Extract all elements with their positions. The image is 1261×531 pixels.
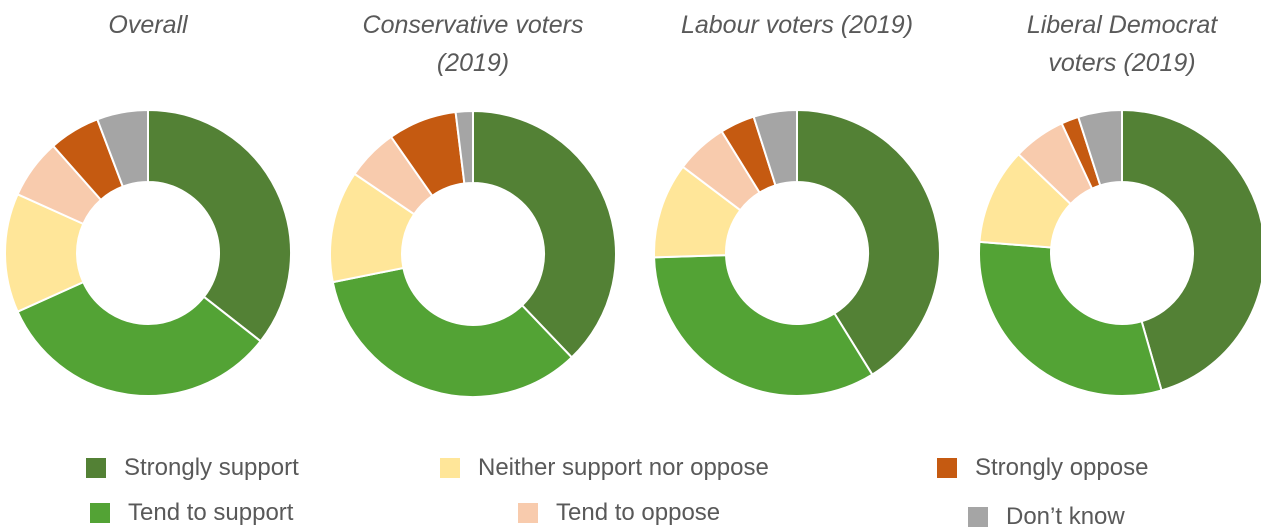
donut-chart bbox=[4, 108, 292, 397]
slice-tend-to-support bbox=[331, 266, 574, 398]
slice-strongly-support bbox=[796, 108, 941, 376]
slice-dont-know bbox=[752, 108, 798, 187]
legend-label: Tend to support bbox=[128, 499, 294, 526]
legend-swatch bbox=[440, 458, 460, 478]
legend-swatch bbox=[518, 503, 538, 523]
donut-chart bbox=[329, 109, 617, 398]
legend-swatch bbox=[86, 458, 106, 478]
chart-title-libdem: Liberal Democrat voters (2019) bbox=[1026, 11, 1218, 77]
legend-swatch bbox=[90, 503, 110, 523]
donut-chart bbox=[653, 108, 941, 397]
chart-title-overall: Overall bbox=[108, 11, 188, 39]
legend-swatch bbox=[937, 458, 957, 478]
slice-dont-know bbox=[454, 109, 474, 185]
slice-strongly-support bbox=[147, 108, 292, 343]
legend-item-strongly-oppose: Strongly oppose bbox=[937, 454, 1148, 482]
slice-tend-to-support bbox=[16, 280, 262, 397]
slice-strongly-support bbox=[1121, 108, 1261, 392]
slice-dont-know bbox=[1076, 108, 1123, 187]
chart-title-labour: Labour voters (2019) bbox=[680, 11, 914, 39]
legend-label: Don’t know bbox=[1006, 503, 1125, 530]
legend-label: Neither support nor oppose bbox=[478, 454, 769, 481]
legend-item-tend-to-support: Tend to support bbox=[90, 499, 293, 527]
slice-dont-know bbox=[96, 108, 149, 188]
legend-swatch bbox=[968, 507, 988, 527]
legend-label: Strongly oppose bbox=[975, 454, 1149, 481]
legend-label: Strongly support bbox=[124, 454, 299, 481]
legend-label: Tend to oppose bbox=[556, 499, 721, 526]
slice-tend-to-support bbox=[978, 240, 1163, 397]
donut-chart bbox=[978, 108, 1261, 397]
slice-strongly-support bbox=[472, 109, 617, 359]
legend-item-tend-to-oppose: Tend to oppose bbox=[518, 499, 720, 527]
legend-item-neither: Neither support nor oppose bbox=[440, 454, 769, 482]
chart-title-conservative: Conservative voters (2019) bbox=[362, 11, 584, 77]
legend-item-dont-know: Don’t know bbox=[968, 503, 1125, 531]
slice-tend-to-support bbox=[653, 254, 874, 397]
legend-item-strongly-support: Strongly support bbox=[86, 454, 299, 482]
